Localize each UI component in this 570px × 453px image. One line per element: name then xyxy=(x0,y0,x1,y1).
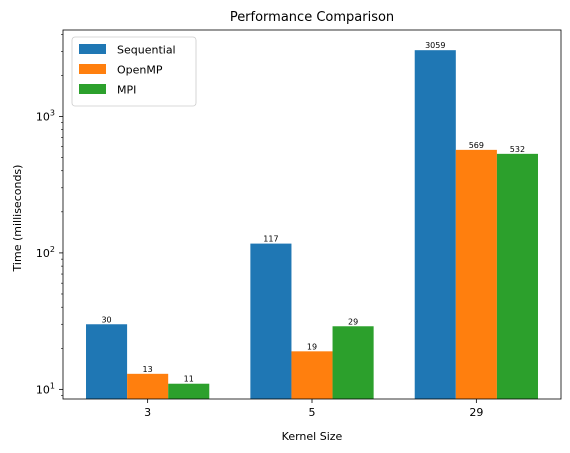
y-tick-label-1000: 103 xyxy=(36,108,55,123)
legend-swatch-openmp xyxy=(79,64,106,74)
legend-label-mpi: MPI xyxy=(117,84,136,97)
legend-label-sequential: Sequential xyxy=(117,44,176,57)
bar-openmp-5 xyxy=(291,351,333,399)
bar-openmp-29 xyxy=(455,149,497,399)
data-label-sequential-29: 3059 xyxy=(425,41,445,50)
x-axis-label: Kernel Size xyxy=(282,430,343,443)
legend-swatch-sequential xyxy=(79,44,106,54)
x-tick-label-5: 5 xyxy=(309,406,316,419)
y-axis-label: Time (milliseconds) xyxy=(11,165,24,273)
data-label-sequential-3: 30 xyxy=(101,315,111,324)
data-label-sequential-5: 117 xyxy=(263,235,278,244)
bar-mpi-3 xyxy=(168,383,210,399)
bar-sequential-29 xyxy=(414,50,456,400)
x-tick-label-29: 29 xyxy=(469,406,483,419)
data-label-openmp-29: 569 xyxy=(469,141,484,150)
y-tick-label-10: 101 xyxy=(36,381,55,396)
data-label-mpi-3: 11 xyxy=(184,375,194,384)
data-label-openmp-5: 19 xyxy=(307,342,317,351)
legend-label-openmp: OpenMP xyxy=(117,64,163,77)
bar-sequential-5 xyxy=(250,243,292,399)
plot-area: 30 117 3059 13 19 569 11 29 532 3 5 29 101 102 103 Sequ… xyxy=(36,29,562,419)
data-label-openmp-3: 13 xyxy=(143,365,153,374)
bar-sequential-3 xyxy=(86,324,128,399)
data-label-mpi-5: 29 xyxy=(348,317,358,326)
y-tick-label-100: 102 xyxy=(36,245,55,260)
chart-title: Performance Comparison xyxy=(230,10,394,25)
bar-openmp-3 xyxy=(127,373,169,399)
bar-mpi-5 xyxy=(332,326,374,399)
legend-swatch-mpi xyxy=(79,84,106,94)
bar-mpi-29 xyxy=(496,153,538,399)
x-tick-label-3: 3 xyxy=(144,406,151,419)
data-label-mpi-29: 532 xyxy=(510,145,525,154)
